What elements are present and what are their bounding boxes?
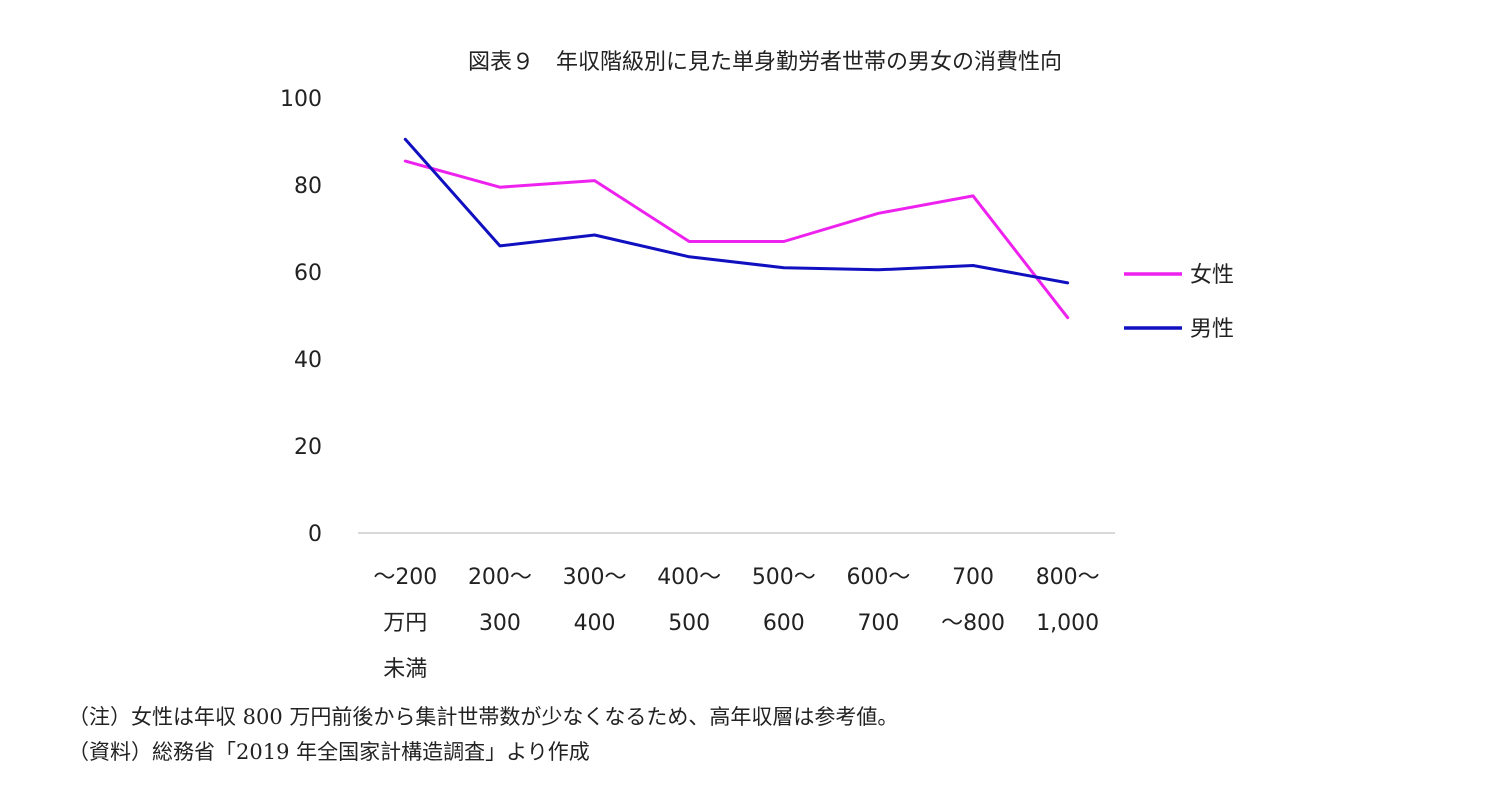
source-caption: （資料）総務省「2019 年全国家計構造調査」より作成 <box>68 740 590 764</box>
x-tick-label: 400～ <box>657 565 721 590</box>
series-lines <box>403 137 1070 320</box>
x-tick-label: ～800 <box>941 611 1005 636</box>
y-tick-label: 60 <box>294 261 322 286</box>
x-tick-label: 500 <box>668 611 710 636</box>
x-tick-label: 万円 <box>383 611 427 636</box>
note-caption: （注）女性は年収 800 万円前後から集計世帯数が少なくなるため、高年収層は参考… <box>68 705 899 729</box>
x-tick-label: 300～ <box>563 565 627 590</box>
y-tick-label: 0 <box>308 522 322 547</box>
x-tick-label: 700 <box>952 565 994 590</box>
chart-title: 図表９ 年収階級別に見た単身勤労者世帯の男女の消費性向 <box>467 50 1062 75</box>
x-tick-label: 800～ <box>1036 565 1100 590</box>
x-tick-label: 1,000 <box>1036 611 1099 636</box>
y-tick-label: 80 <box>294 174 322 199</box>
x-tick-label: 700 <box>857 611 899 636</box>
series-line-male <box>403 137 1070 285</box>
x-tick-label: 未満 <box>383 657 427 682</box>
x-tick-label: 200～ <box>468 565 532 590</box>
y-tick-label: 100 <box>280 87 322 112</box>
x-tick-label: ～200 <box>373 565 437 590</box>
legend-label: 女性 <box>1190 263 1234 288</box>
series-line-female <box>403 159 1070 320</box>
y-tick-label: 40 <box>294 348 322 373</box>
x-tick-label: 600 <box>763 611 805 636</box>
legend-label: 男性 <box>1190 317 1234 342</box>
x-tick-label: 500～ <box>752 565 816 590</box>
x-tick-label: 600～ <box>846 565 910 590</box>
y-tick-label: 20 <box>294 435 322 460</box>
y-axis-tick-labels: 0 20 40 60 80 100 <box>280 87 322 547</box>
x-tick-label: 400 <box>574 611 616 636</box>
x-tick-label: 300 <box>479 611 521 636</box>
